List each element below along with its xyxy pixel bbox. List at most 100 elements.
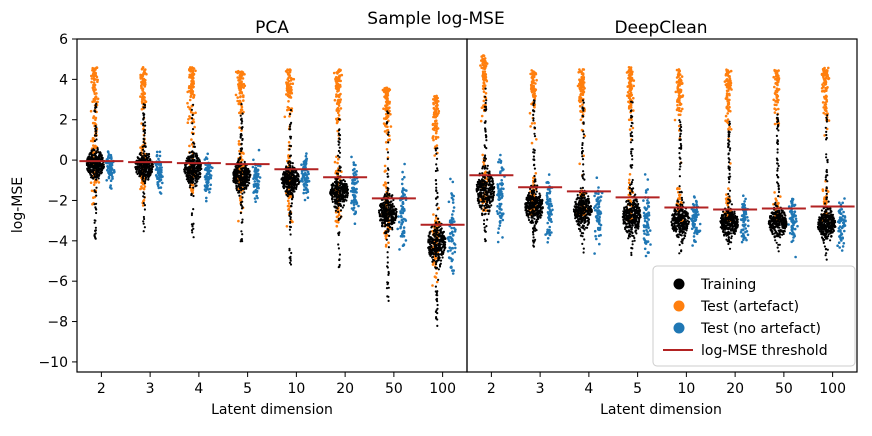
point-test-artefact — [287, 100, 290, 103]
point-test-artefact — [483, 57, 487, 60]
point-training — [485, 197, 489, 201]
point-test-artefact — [482, 90, 486, 93]
point-test-no-artefact — [352, 161, 356, 164]
point-test-artefact — [186, 101, 189, 105]
point-training — [286, 185, 289, 188]
point-test-no-artefact — [497, 227, 501, 230]
point-training — [102, 163, 105, 166]
point-training — [148, 167, 151, 171]
point-training — [384, 193, 387, 196]
point-test-no-artefact — [398, 220, 401, 224]
point-training — [245, 174, 248, 177]
point-training — [440, 237, 443, 240]
point-training — [93, 175, 96, 178]
point-training — [237, 170, 240, 173]
point-test-artefact — [239, 95, 242, 99]
point-training — [293, 190, 296, 193]
point-training — [436, 294, 439, 297]
point-training — [290, 198, 294, 201]
point-training — [488, 209, 491, 212]
point-test-artefact — [434, 276, 438, 279]
point-test-artefact — [285, 82, 289, 86]
point-training — [477, 200, 480, 203]
point-training — [388, 193, 391, 197]
point-training — [246, 169, 249, 172]
point-test-artefact — [238, 91, 242, 95]
point-test-no-artefact — [305, 180, 309, 184]
point-test-artefact — [285, 225, 289, 228]
point-training — [383, 216, 386, 219]
point-test-artefact — [481, 153, 485, 157]
point-training — [100, 155, 103, 158]
point-training — [95, 138, 98, 141]
point-test-no-artefact — [495, 210, 499, 213]
point-test-artefact — [431, 284, 434, 287]
point-training — [485, 108, 488, 111]
point-training — [435, 247, 438, 250]
point-test-artefact — [192, 95, 196, 99]
point-training — [383, 222, 386, 225]
point-training — [134, 166, 137, 169]
point-training — [291, 183, 294, 186]
point-training — [289, 144, 293, 148]
point-test-artefact — [479, 119, 483, 123]
point-training — [238, 178, 241, 181]
point-test-no-artefact — [448, 246, 452, 249]
point-test-artefact — [434, 131, 438, 135]
point-test-artefact — [386, 93, 390, 97]
point-training — [484, 95, 487, 98]
point-training — [338, 118, 341, 121]
point-training — [432, 238, 435, 241]
point-training — [386, 266, 389, 269]
point-training — [384, 202, 387, 205]
point-training — [89, 157, 92, 160]
point-training — [436, 208, 439, 211]
point-test-no-artefact — [205, 174, 208, 178]
point-test-no-artefact — [499, 153, 502, 157]
point-test-no-artefact — [351, 181, 355, 184]
point-training — [191, 164, 194, 167]
point-test-artefact — [191, 84, 194, 88]
point-test-artefact — [481, 57, 484, 61]
point-training — [151, 166, 154, 169]
point-training — [194, 185, 197, 188]
point-test-no-artefact — [401, 201, 405, 205]
point-test-no-artefact — [402, 207, 406, 211]
point-test-no-artefact — [112, 171, 116, 174]
point-test-artefact — [436, 127, 440, 130]
point-test-no-artefact — [501, 218, 505, 222]
point-training — [142, 230, 145, 233]
point-test-artefact — [437, 100, 440, 103]
point-test-artefact — [144, 68, 147, 71]
point-test-no-artefact — [452, 269, 456, 272]
point-test-no-artefact — [208, 191, 211, 194]
point-training — [142, 156, 145, 159]
point-training — [191, 128, 195, 131]
point-test-artefact — [384, 88, 388, 92]
point-test-no-artefact — [451, 180, 455, 184]
point-training — [150, 162, 153, 165]
point-training — [190, 193, 193, 197]
point-training — [192, 103, 195, 106]
point-test-artefact — [385, 148, 389, 151]
point-training — [479, 206, 482, 209]
point-test-no-artefact — [449, 249, 452, 252]
point-training — [338, 258, 341, 262]
point-test-artefact — [194, 111, 197, 115]
point-training — [486, 164, 489, 167]
point-training — [387, 203, 390, 206]
point-training — [143, 217, 146, 221]
point-training — [143, 180, 147, 183]
point-training — [95, 106, 98, 109]
point-test-no-artefact — [452, 226, 456, 230]
point-training — [240, 127, 243, 130]
point-test-artefact — [432, 213, 435, 216]
point-training — [282, 186, 285, 189]
point-training — [289, 135, 292, 138]
point-training — [90, 149, 93, 152]
point-training — [333, 192, 336, 195]
point-training — [433, 228, 437, 231]
point-test-artefact — [141, 74, 144, 78]
point-test-artefact — [434, 135, 438, 139]
